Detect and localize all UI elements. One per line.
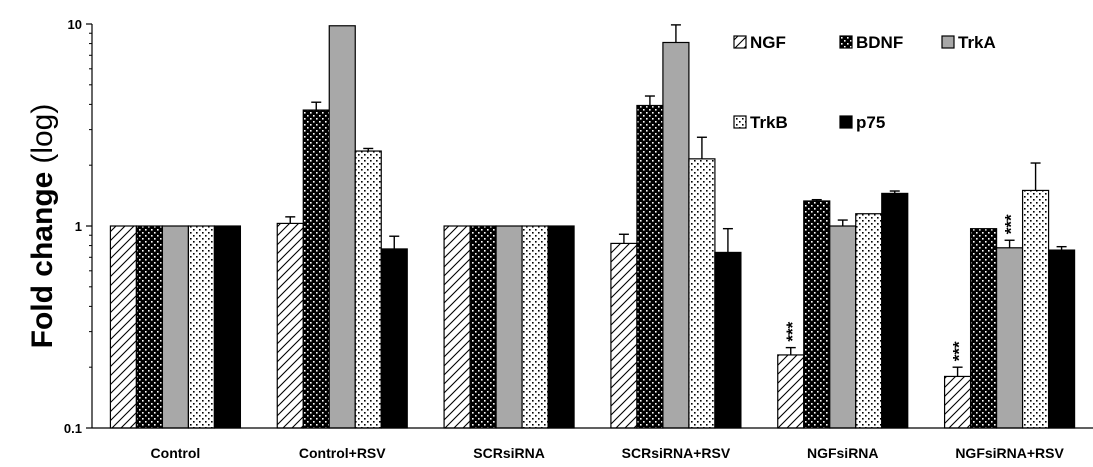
y-axis-title: Fold change (log): [26, 104, 59, 349]
legend-swatch: [733, 115, 747, 129]
bar-trkb: [855, 213, 883, 429]
bar-ngf: [276, 222, 304, 429]
x-axis: Control Control+RSV SCRsiRNA SCRsiRNA+RSV NG…: [92, 427, 1093, 461]
legend-label: TrkB: [750, 113, 788, 132]
y-axis-label: Fold change: [26, 172, 59, 349]
bar-p75: [213, 225, 242, 429]
bar-trkb: [187, 225, 216, 429]
significance-label: ***: [783, 321, 802, 341]
legend-swatch: [839, 35, 853, 49]
bar-trka: [328, 25, 356, 429]
bar-group: [943, 162, 1076, 429]
y-axis-scale-label: (log): [26, 104, 59, 164]
legend-item-bdnf: BDNF: [839, 33, 903, 52]
x-tick-label: SCRsiRNA+RSV: [622, 445, 731, 461]
bar-bdnf: [469, 225, 497, 429]
bar-trkb: [521, 225, 549, 429]
bar-group: [610, 24, 742, 429]
y-axis: 0.1 1 10: [64, 17, 93, 436]
x-tick-label: NGFsiRNA+RSV: [955, 445, 1064, 461]
bar-trkb: [1021, 189, 1050, 429]
legend-label: BDNF: [856, 33, 903, 52]
bar-trka: [495, 225, 523, 429]
bar-trka: [662, 41, 690, 429]
legend-swatch: [941, 35, 955, 49]
svg-text:Fold change(log): Fold change (log): [26, 104, 59, 349]
legend-swatch: [839, 115, 853, 129]
bar-ngf: [777, 354, 805, 429]
bar-trkb: [688, 158, 716, 429]
significance-label: ***: [950, 341, 969, 361]
legend-item-trka: TrkA: [941, 33, 996, 52]
bar-group: [777, 190, 909, 429]
bar-p75: [547, 225, 575, 429]
bar-bdnf: [302, 109, 330, 429]
y-tick-label: 1: [75, 219, 82, 234]
bar-p75: [881, 192, 909, 429]
bar-ngf: [109, 225, 138, 429]
bar-p75: [1047, 249, 1076, 429]
x-tick-label: SCRsiRNA: [473, 445, 545, 461]
legend-item-p75: p75: [839, 113, 885, 132]
plot-area: *** *** ***: [109, 24, 1076, 429]
bar-ngf: [610, 242, 638, 429]
x-tick-label: Control: [151, 445, 201, 461]
legend-label: p75: [856, 113, 885, 132]
bar-bdnf: [969, 228, 998, 429]
legend-swatch: [733, 35, 747, 49]
x-tick-label: NGFsiRNA: [807, 445, 879, 461]
bar-p75: [380, 248, 408, 429]
bar-p75: [714, 251, 742, 429]
bar-bdnf: [636, 104, 664, 429]
bar-ngf: [943, 375, 972, 429]
bar-trka: [995, 247, 1024, 429]
bar-group: [276, 25, 408, 429]
x-tick-label: Control+RSV: [299, 445, 386, 461]
legend-label: NGF: [750, 33, 786, 52]
y-tick-label: 0.1: [64, 421, 82, 436]
bar-bdnf: [803, 200, 831, 429]
legend: NGF BDNF TrkA TrkB p75: [733, 33, 996, 132]
bar-trka: [829, 225, 857, 429]
y-tick-label: 10: [68, 17, 82, 32]
significance-label: ***: [1002, 214, 1021, 234]
bar-trka: [161, 225, 190, 429]
bar-ngf: [443, 225, 471, 429]
bar-trkb: [354, 150, 382, 429]
bar-group: [443, 225, 575, 429]
bar-group: [109, 225, 242, 429]
legend-item-trkb: TrkB: [733, 113, 788, 132]
bar-bdnf: [135, 225, 164, 429]
legend-item-ngf: NGF: [733, 33, 786, 52]
legend-label: TrkA: [958, 33, 996, 52]
